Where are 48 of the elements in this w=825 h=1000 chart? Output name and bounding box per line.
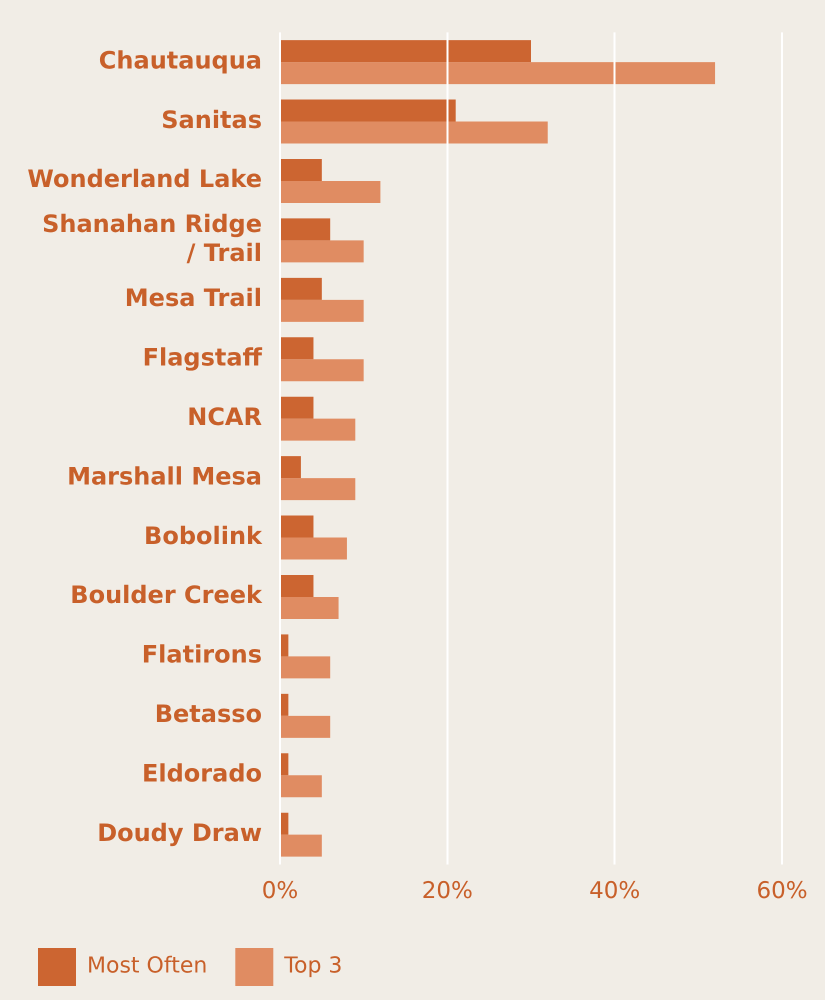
bar [281, 180, 380, 203]
bar [281, 359, 364, 382]
y-tick-label: Chautauqua [98, 46, 262, 74]
bar [281, 62, 716, 84]
bar [281, 716, 330, 738]
legend-label: Top 3 [283, 954, 342, 979]
bar [281, 775, 322, 798]
y-tick-label: Mesa Trail [124, 284, 262, 312]
bar [281, 634, 288, 656]
bar [281, 158, 322, 181]
bar [281, 812, 288, 835]
bar [281, 478, 356, 500]
y-tick-label: Flagstaff [142, 343, 263, 372]
bar [281, 538, 347, 560]
y-tick-label: Wonderland Lake [27, 165, 262, 194]
bar [281, 240, 364, 262]
bar [281, 574, 314, 597]
bar [281, 418, 356, 441]
y-tick-label: Marshall Mesa [67, 462, 262, 490]
bar [281, 753, 288, 776]
bar [281, 278, 322, 300]
bar [281, 656, 330, 678]
bar [281, 337, 314, 360]
bar [281, 100, 456, 122]
y-tick-label: Doudy Draw [97, 818, 262, 847]
y-tick-label: NCAR [187, 402, 262, 431]
x-tick-label: 60% [756, 878, 808, 904]
y-tick-label: Sanitas [161, 106, 262, 134]
y-tick-label: Flatirons [142, 640, 262, 669]
bar [281, 456, 301, 478]
y-tick-label: Bobolink [144, 522, 264, 550]
bar [281, 694, 288, 716]
bar [281, 122, 548, 144]
bar [281, 834, 322, 857]
bar [281, 596, 339, 619]
bar [281, 516, 314, 538]
bar [281, 300, 364, 322]
y-tick-label: Betasso [154, 700, 262, 728]
y-tick-label: Boulder Creek [70, 581, 264, 610]
x-tick-label: 20% [422, 878, 473, 904]
legend-label: Most Often [87, 954, 208, 979]
bar [281, 218, 330, 240]
y-tick-label: Shanahan Ridge / Trail [42, 210, 262, 268]
bar [281, 396, 314, 419]
y-tick-label: Eldorado [142, 759, 262, 788]
x-tick-label: 40% [589, 878, 640, 904]
x-tick-label: 0% [262, 878, 298, 904]
bar [281, 40, 531, 62]
